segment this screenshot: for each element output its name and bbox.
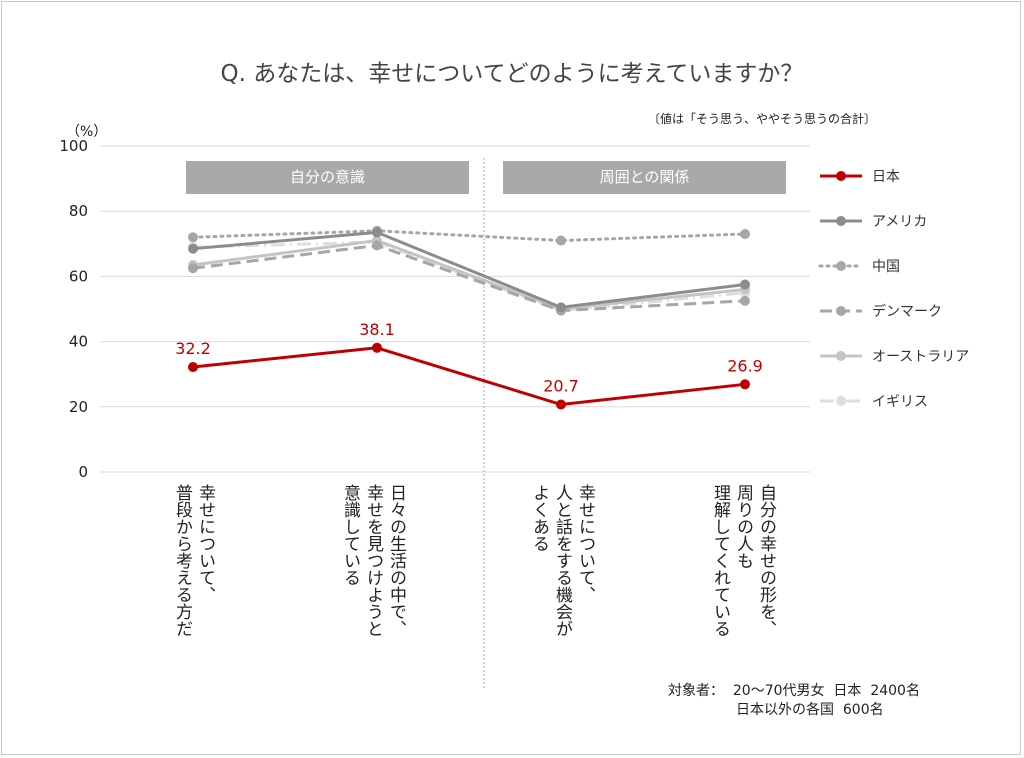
y-tick-label: 0	[78, 463, 88, 481]
category-label-1: 幸せについて、 普段から考える方だ	[172, 484, 215, 637]
data-point	[556, 235, 566, 246]
data-point	[188, 232, 198, 243]
category-label-4: 自分の幸せの形を、 周りの人も 理解してくれている	[710, 484, 776, 637]
series-line-5	[192, 239, 746, 311]
legend-swatch	[820, 171, 862, 181]
legend-swatch	[818, 261, 864, 271]
legend-item: イギリス	[818, 391, 998, 411]
y-tick-label: 60	[69, 267, 88, 285]
data-point	[372, 240, 382, 251]
section-header-self: 自分の意識	[186, 161, 469, 194]
series-line-4	[192, 243, 746, 313]
legend-label: アメリカ	[872, 214, 928, 230]
data-label: 32.2	[175, 339, 211, 358]
data-point	[740, 295, 750, 306]
y-tick-label: 40	[69, 333, 88, 351]
legend-swatch	[820, 306, 862, 316]
data-point	[740, 279, 750, 290]
data-point	[188, 362, 198, 373]
section-header-relations: 周囲との関係	[503, 161, 786, 194]
value-note: 〔値は「そう思う、ややそう思うの合計〕	[648, 112, 877, 126]
data-point	[372, 227, 382, 238]
data-point	[188, 263, 198, 274]
data-label: 20.7	[543, 377, 579, 396]
y-unit-label: （%）	[66, 124, 108, 140]
legend-item: オーストラリア	[818, 346, 998, 366]
legend-item: 日本	[818, 166, 998, 186]
legend-label: デンマーク	[872, 304, 942, 320]
legend-swatch	[820, 351, 862, 361]
data-point	[372, 342, 382, 353]
legend-item: 中国	[818, 256, 998, 276]
legend-label: オーストラリア	[872, 349, 970, 365]
series-line-2	[192, 230, 746, 309]
legend-swatch	[820, 216, 862, 226]
data-label: 38.1	[359, 320, 395, 339]
y-tick-label: 20	[69, 398, 88, 416]
legend-item: アメリカ	[818, 211, 998, 231]
respondents-note: 対象者： 20～70代男女 日本 2400名 日本以外の各国 600名	[668, 682, 920, 720]
y-tick-label: 100	[59, 137, 88, 155]
category-label-3: 幸せについて、 人と話をする機会が よくある	[529, 484, 595, 637]
series-line-3	[191, 229, 747, 243]
respondents-line-1: 対象者： 20～70代男女 日本 2400名	[668, 683, 920, 699]
data-point	[740, 379, 750, 390]
legend-swatch	[820, 396, 862, 406]
legend-item: デンマーク	[818, 301, 998, 321]
data-label: 26.9	[727, 356, 763, 375]
category-label-2: 日々の生活の中で、 幸せを見つけようと 意識している	[340, 484, 406, 637]
data-point	[740, 229, 750, 240]
series-line-1	[192, 346, 746, 407]
data-point	[188, 243, 198, 254]
data-point	[556, 399, 566, 410]
series-line-6	[192, 240, 746, 313]
y-tick-label: 80	[69, 202, 88, 220]
legend-label: イギリス	[872, 394, 928, 410]
data-point	[556, 302, 566, 313]
legend-label: 中国	[872, 259, 900, 275]
chart-title: Q. あなたは、幸せについてどのように考えていますか？	[220, 61, 804, 87]
respondents-line-2: 日本以外の各国 600名	[736, 702, 884, 718]
legend-label: 日本	[872, 169, 900, 185]
